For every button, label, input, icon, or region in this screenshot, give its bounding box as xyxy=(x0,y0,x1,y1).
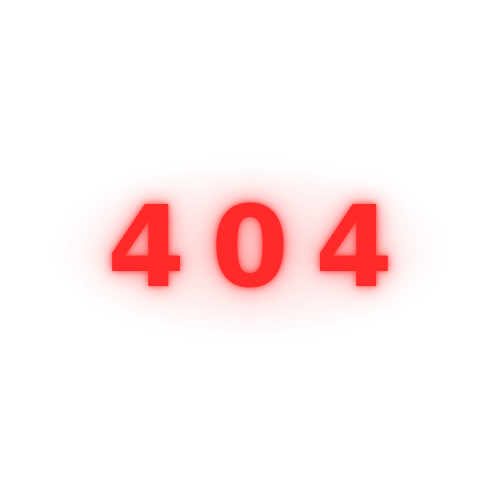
glow-effect xyxy=(60,165,440,335)
error-code: 404 xyxy=(107,183,419,313)
